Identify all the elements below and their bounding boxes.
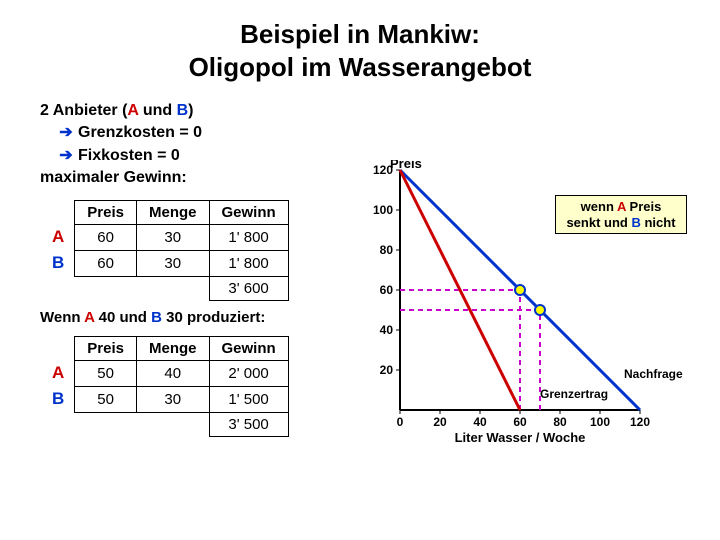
- svg-text:40: 40: [380, 323, 394, 337]
- sym-b: B: [177, 102, 189, 119]
- cell-menge: 30: [136, 386, 209, 412]
- col-header: Gewinn: [209, 336, 288, 360]
- cell-preis: 60: [75, 224, 137, 250]
- row-label: A: [40, 360, 75, 386]
- row-label: B: [40, 386, 75, 412]
- col-header: Menge: [136, 200, 209, 224]
- svg-text:100: 100: [590, 415, 610, 429]
- svg-text:80: 80: [553, 415, 567, 429]
- table-1: PreisMengeGewinnA60301' 800B60301' 8003'…: [40, 200, 289, 301]
- svg-text:120: 120: [630, 415, 650, 429]
- cell-total: 3' 500: [209, 412, 288, 436]
- cell-gewinn: 1' 800: [209, 250, 288, 276]
- svg-text:Liter Wasser / Woche: Liter Wasser / Woche: [455, 430, 586, 445]
- col-header: Preis: [75, 200, 137, 224]
- svg-text:60: 60: [513, 415, 527, 429]
- mid-pre: Wenn: [40, 309, 84, 326]
- annot-b: B: [631, 215, 640, 230]
- page-title: Beispiel in Mankiw: Oligopol im Wasseran…: [0, 0, 720, 83]
- row-label: A: [40, 224, 75, 250]
- cell-menge: 30: [136, 224, 209, 250]
- arrow-icon: ➔: [58, 145, 74, 167]
- title-line-1: Beispiel in Mankiw:: [240, 19, 480, 49]
- assump-und: und: [138, 102, 176, 119]
- col-header: Preis: [75, 336, 137, 360]
- bullet-1: Grenzkosten = 0: [78, 124, 202, 141]
- svg-text:40: 40: [473, 415, 487, 429]
- svg-text:120: 120: [373, 163, 393, 177]
- mid-b: B: [151, 309, 162, 326]
- annot-a: A: [617, 199, 626, 214]
- assump-pre: 2 Anbieter (: [40, 102, 127, 119]
- mid-a: A: [84, 309, 94, 326]
- svg-text:Nachfrage: Nachfrage: [624, 367, 683, 381]
- svg-text:20: 20: [380, 363, 394, 377]
- svg-text:20: 20: [433, 415, 447, 429]
- bullet-2: Fixkosten = 0: [78, 147, 180, 164]
- sym-a: A: [127, 102, 138, 119]
- chart-annotation: wenn A Preissenkt und B nicht: [555, 195, 687, 234]
- chart-area: Preis 20 40 60 80 100 120 0 20 40 60 80 100 120 Grenze…: [360, 160, 710, 500]
- title-line-2: Oligopol im Wasserangebot: [189, 52, 532, 82]
- cell-preis: 60: [75, 250, 137, 276]
- col-header: Gewinn: [209, 200, 288, 224]
- cell-preis: 50: [75, 360, 137, 386]
- annot-mid: Preis: [626, 199, 661, 214]
- table-2: PreisMengeGewinn A50402' 000 B50301' 5003'…: [40, 336, 289, 437]
- annot-pre: wenn: [581, 199, 617, 214]
- cell-menge: 30: [136, 250, 209, 276]
- svg-text:0: 0: [397, 415, 404, 429]
- cell-gewinn: 1' 500: [209, 386, 288, 412]
- assump-post: ): [188, 102, 193, 119]
- svg-text:80: 80: [380, 243, 394, 257]
- svg-text:100: 100: [373, 203, 393, 217]
- svg-text:60: 60: [380, 283, 394, 297]
- svg-text:Grenzertrag: Grenzertrag: [540, 387, 608, 401]
- cell-menge: 40: [136, 360, 209, 386]
- arrow-icon: ➔: [58, 122, 74, 144]
- mid-a-val: 40 und: [94, 309, 151, 326]
- cell-gewinn: 2' 000: [209, 360, 288, 386]
- mid-b-val: 30 produziert:: [162, 309, 265, 326]
- cell-gewinn: 1' 800: [209, 224, 288, 250]
- annot-l2-post: nicht: [641, 215, 676, 230]
- annot-l2-pre: senkt und: [566, 215, 631, 230]
- cell-total: 3' 600: [209, 276, 288, 300]
- col-header: Menge: [136, 336, 209, 360]
- svg-text:Preis: Preis: [390, 160, 422, 171]
- assump-line3: maximaler Gewinn:: [40, 169, 187, 186]
- row-label: B: [40, 250, 75, 276]
- cell-preis: 50: [75, 386, 137, 412]
